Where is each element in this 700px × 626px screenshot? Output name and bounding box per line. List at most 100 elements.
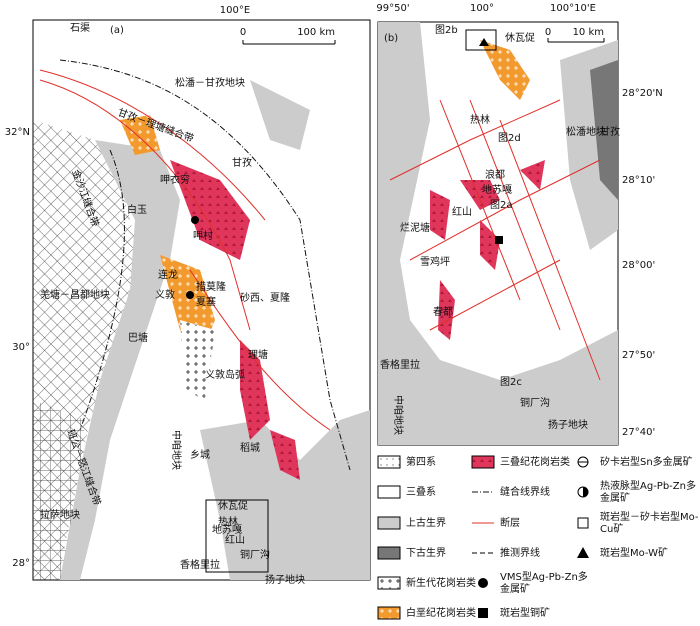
lat-label: 27°40' [622,427,655,438]
legend-line: 斑岩型铜矿 [500,606,550,619]
legend-label: 斑岩型铜矿 [500,606,550,619]
place-label: 夏塞 [196,295,216,308]
legend-line: 金属矿 [500,582,530,595]
legend-item: 三叠系 [377,485,436,499]
place-label: 中咱地块 [392,395,405,435]
place-label: 休瓦促 [505,31,535,44]
place-label: 春都 [433,306,453,318]
swatch [577,517,589,529]
legend-line: 下古生界 [406,546,446,559]
granite [120,115,160,155]
legend-item: 热液脉型Ag-Pb-Zn多金属矿 [577,479,696,504]
lat-label: 32°N [5,127,30,138]
legend-item: 断层 [472,516,520,529]
granite [170,160,250,260]
swatch [583,487,588,497]
legend-line: VMS型Ag-Pb-Zn多 [500,570,588,583]
panel-a [32,19,371,581]
legend-item: 三叠纪花岗岩类 [471,455,570,469]
panel-label: (a) [110,25,124,36]
lon-label: 100° [470,3,494,14]
legend-item: 斑岩型铜矿 [478,606,550,619]
panel-label: (b) [384,33,398,44]
place-label: 地苏嘎 [482,183,512,196]
gray-unit [378,22,618,445]
legend-item: 斑岩型Mo-W矿 [577,546,668,559]
place-label: 松潘－甘孜地块 [175,76,245,89]
swatch [377,606,401,620]
legend-label: 白垩纪花岗岩类 [406,606,476,619]
lon-label: 100°E [220,5,250,16]
legend-label: 热液脉型Ag-Pb-Zn多金属矿 [600,479,696,504]
legend-label: 下古生界 [406,546,446,559]
place-label: 热林 [470,113,490,126]
place-label: 甘孜 [232,156,252,169]
swatch [377,485,401,499]
swatch [577,547,589,558]
swatch [377,576,401,590]
place-label: 羌塘－昌都地块 [40,288,110,301]
lat-label: 28°00' [622,260,655,271]
place-label: 红山 [225,533,245,546]
swatch [478,608,488,618]
legend-line: 三叠纪花岗岩类 [500,455,570,468]
legend-label: 三叠系 [406,486,436,498]
place-label: 巴塘 [128,331,148,344]
legend-item: 缝合线界线 [472,485,550,498]
place-label: 图2d [498,132,521,144]
legend-label: 第四系 [406,455,436,468]
legend-label: 上古生界 [406,516,446,529]
legend-item: 上古生界 [377,516,446,530]
legend-item: 推测界线 [472,546,540,559]
legend-line: 斑岩型Mo-W矿 [600,546,668,559]
place-label: 扬子地块 [548,418,588,431]
legend-label: 新生代花岗岩类 [406,576,476,589]
legend-item: 矽卡岩型Sn多金属矿 [577,455,693,468]
place-label: 铜厂沟 [520,396,550,409]
lat-label: 28° [12,558,30,569]
place-label: 铜厂沟 [240,548,270,561]
legend-item: 下古生界 [377,546,446,560]
legend-line: 断层 [500,516,520,529]
place-label: 红山 [452,205,472,218]
legend-item: VMS型Ag-Pb-Zn多金属矿 [478,570,588,595]
legend-item: 斑岩型－矽卡岩型Mo-Cu矿 [577,510,699,535]
place-label: 理塘 [248,348,268,361]
legend-label: 缝合线界线 [500,485,550,498]
legend-line: 三叠系 [406,486,436,498]
granite [480,40,530,100]
swatch [471,455,495,469]
lon-label: 100°10'E [550,3,596,14]
place-label: 砂西、夏隆 [240,291,290,304]
place-label: 义敦岛弧 [205,368,245,381]
legend-label: VMS型Ag-Pb-Zn多金属矿 [500,570,588,595]
legend-item: 第四系 [377,455,436,469]
legend-line: 新生代花岗岩类 [406,576,476,589]
place-label: 图2a [490,199,513,211]
granite [270,430,300,480]
gray-unit [200,410,370,580]
place-label: 香格里拉 [380,358,420,371]
place-label: 中咱地块 [170,430,183,470]
legend-line: 缝合线界线 [500,485,550,498]
panel-b [377,21,619,446]
place-label: 热林 [218,515,238,528]
gray-unit [60,140,180,580]
legend-line: 金属矿 [600,491,630,504]
lat-label: 28°10' [622,175,655,186]
place-label: 连龙 [158,268,178,281]
place-label: 义敦 [155,288,175,301]
scale-label: 10 km [573,27,604,38]
legend-item: 新生代花岗岩类 [377,576,476,590]
scale-label: 100 km [297,27,335,38]
scale-label: 0 [240,27,246,38]
swatch [377,546,401,560]
legend-line: Cu矿 [600,522,623,535]
place-label: 扬子地块 [265,573,305,586]
legend-line: 白垩纪花岗岩类 [406,606,476,619]
place-label: 地苏嘎 [212,523,242,536]
place-label: 雪鸡坪 [420,255,450,268]
legend-label: 矽卡岩型Sn多金属矿 [600,455,693,468]
dark-unit [590,60,618,200]
